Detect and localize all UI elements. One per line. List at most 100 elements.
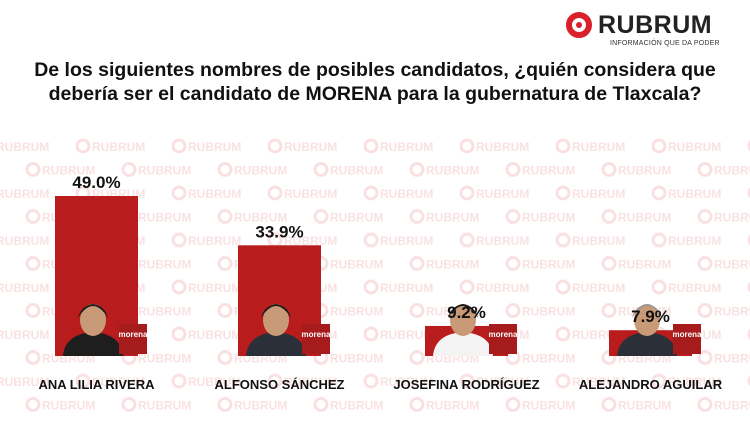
chart-title: De los siguientes nombres de posibles ca… [34, 59, 716, 105]
watermark-item: RUBRUM [0, 234, 49, 248]
watermark-item: RUBRUM [459, 373, 529, 389]
watermark-text: RUBRUM [572, 281, 625, 295]
watermark-text: RUBRUM [714, 211, 750, 225]
watermark-text: RUBRUM [188, 140, 241, 154]
watermark-item: RUBRUM [651, 373, 721, 389]
watermark-text: RUBRUM [234, 399, 287, 413]
watermark-item: RUBRUM [555, 373, 625, 389]
morena-badge-label: morena [302, 330, 331, 339]
watermark-text: RUBRUM [380, 187, 433, 201]
watermark-text: RUBRUM [284, 140, 337, 154]
watermark-text: RUBRUM [380, 375, 433, 389]
watermark-text: RUBRUM [0, 187, 49, 201]
watermark-item: RUBRUM [25, 162, 95, 178]
value-label: 33.9% [255, 222, 303, 241]
watermark-text: RUBRUM [572, 140, 625, 154]
watermark-item: RUBRUM [505, 397, 575, 413]
watermark-item: RUBRUM [0, 375, 49, 389]
watermark-item: RUBRUM [363, 373, 433, 389]
watermark-text: RUBRUM [330, 305, 383, 319]
rubrum-logo: RUBRUM INFORMACIÓN QUE DA PODER [566, 10, 736, 52]
watermark-text: RUBRUM [188, 328, 241, 342]
watermark-item: RUBRUM [651, 279, 721, 295]
watermark-item: RUBRUM [601, 397, 671, 413]
watermark-text: RUBRUM [380, 281, 433, 295]
watermark-text: RUBRUM [668, 375, 721, 389]
watermark-item: RUBRUM [459, 232, 529, 248]
watermark-item: RUBRUM [601, 256, 671, 272]
watermark-text: RUBRUM [522, 305, 575, 319]
watermark-text: RUBRUM [330, 399, 383, 413]
watermark-text: RUBRUM [476, 234, 529, 248]
watermark-text: RUBRUM [284, 375, 337, 389]
watermark-item: RUBRUM [697, 162, 750, 178]
watermark-text: RUBRUM [714, 258, 750, 272]
watermark-item: RUBRUM [25, 397, 95, 413]
watermark-text: RUBRUM [330, 164, 383, 178]
watermark-item: RUBRUM [697, 350, 750, 366]
watermark-item: RUBRUM [75, 138, 145, 154]
candidate-photo [246, 304, 306, 356]
logo-brand-name: RUBRUM [598, 11, 713, 39]
watermark-text: RUBRUM [476, 375, 529, 389]
watermark-item: RUBRUM [697, 256, 750, 272]
watermark-item: RUBRUM [75, 373, 145, 389]
watermark-item: RUBRUM [697, 209, 750, 225]
watermark-item: RUBRUM [121, 162, 191, 178]
watermark-item: RUBRUM [217, 397, 287, 413]
morena-badge-label: morena [673, 330, 702, 339]
watermark-item: RUBRUM [121, 397, 191, 413]
value-label: 9.2% [447, 303, 486, 322]
watermark-item: RUBRUM [505, 162, 575, 178]
watermark-item: RUBRUM [747, 187, 750, 199]
watermark-text: RUBRUM [668, 281, 721, 295]
watermark-item: RUBRUM [267, 373, 337, 389]
watermark-item: RUBRUM [505, 256, 575, 272]
watermark-text: RUBRUM [0, 140, 49, 154]
watermark-text: RUBRUM [188, 375, 241, 389]
watermark-text: RUBRUM [92, 375, 145, 389]
watermark-item: RUBRUM [651, 138, 721, 154]
morena-badge [119, 324, 147, 354]
watermark-item: RUBRUM [0, 281, 49, 295]
category-label: ALFONSO SÁNCHEZ [215, 377, 345, 392]
watermark-item: RUBRUM [505, 303, 575, 319]
watermark-item: RUBRUM [171, 326, 241, 342]
watermark-text: RUBRUM [138, 164, 191, 178]
watermark-text: RUBRUM [476, 140, 529, 154]
watermark-item: RUBRUM [171, 138, 241, 154]
candidate-photo [63, 304, 123, 356]
watermark-item: RUBRUM [459, 138, 529, 154]
watermark-item: RUBRUM [313, 162, 383, 178]
watermark-item: RUBRUM [0, 187, 49, 201]
watermark-item: RUBRUM [697, 303, 750, 319]
watermark-item: RUBRUM [747, 328, 750, 340]
watermark-text: RUBRUM [330, 352, 383, 366]
watermark-text: RUBRUM [92, 140, 145, 154]
watermark-text: RUBRUM [188, 281, 241, 295]
candidate-photo [617, 304, 677, 356]
watermark-item: RUBRUM [505, 209, 575, 225]
watermark-text: RUBRUM [714, 352, 750, 366]
watermark-text: RUBRUM [476, 187, 529, 201]
morena-badge [489, 324, 517, 354]
watermark-item: RUBRUM [313, 397, 383, 413]
value-label: 49.0% [72, 173, 120, 192]
value-label: 7.9% [631, 307, 670, 326]
watermark-item: RUBRUM [555, 185, 625, 201]
watermark-text: RUBRUM [522, 164, 575, 178]
watermark-text: RUBRUM [618, 164, 671, 178]
watermark-item: RUBRUM [171, 373, 241, 389]
morena-badge [673, 324, 701, 354]
watermark-item: RUBRUM [171, 232, 241, 248]
watermark-item: RUBRUM [459, 185, 529, 201]
watermark-text: RUBRUM [284, 187, 337, 201]
watermark-text: RUBRUM [188, 234, 241, 248]
watermark-text: RUBRUM [138, 211, 191, 225]
watermark-text: RUBRUM [0, 328, 49, 342]
watermark-text: RUBRUM [188, 187, 241, 201]
watermark-item: RUBRUM [267, 138, 337, 154]
category-label: ANA LILIA RIVERA [38, 377, 155, 392]
logo-tagline: INFORMACIÓN QUE DA PODER [610, 40, 720, 47]
